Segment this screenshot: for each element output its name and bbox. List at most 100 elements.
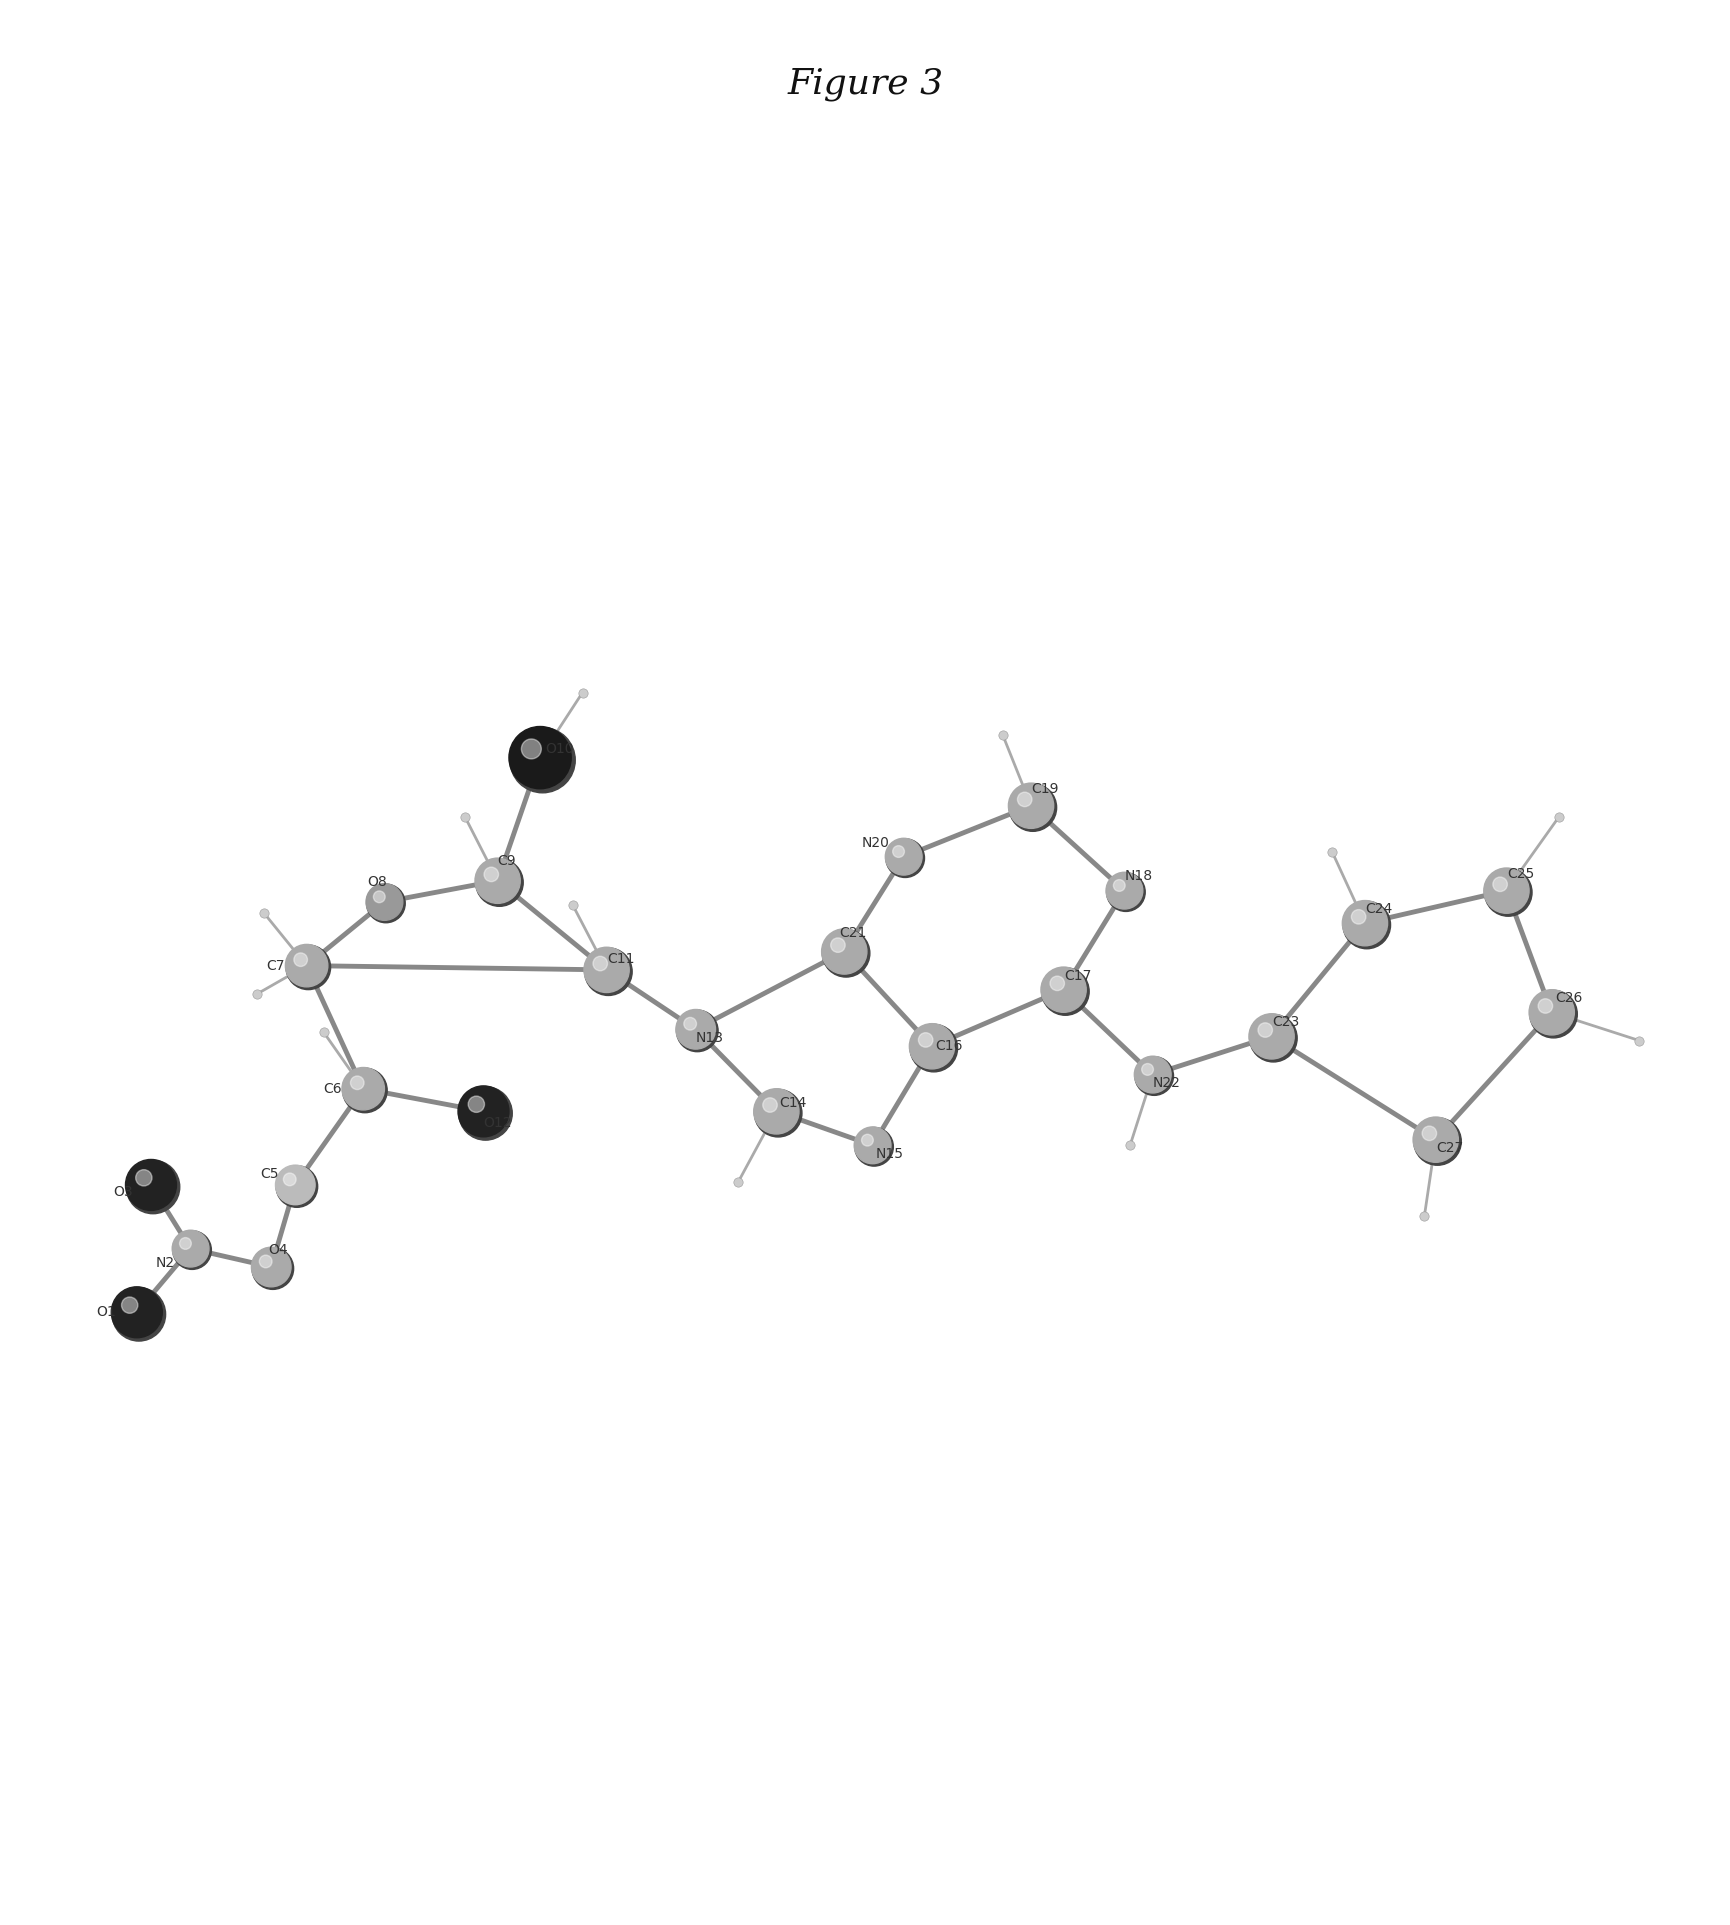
- Text: C24: C24: [1365, 903, 1393, 916]
- Circle shape: [1483, 868, 1528, 912]
- Circle shape: [365, 884, 403, 920]
- Circle shape: [822, 930, 870, 978]
- Circle shape: [294, 953, 308, 966]
- Circle shape: [1528, 989, 1574, 1036]
- Text: N18: N18: [1124, 870, 1152, 884]
- Circle shape: [1341, 901, 1387, 945]
- Circle shape: [676, 1011, 718, 1051]
- Circle shape: [126, 1161, 180, 1215]
- Circle shape: [1017, 793, 1031, 807]
- Circle shape: [275, 1165, 315, 1205]
- Circle shape: [1258, 1022, 1272, 1038]
- Text: N22: N22: [1152, 1076, 1180, 1090]
- Text: O3: O3: [112, 1186, 133, 1199]
- Point: [1116, 1130, 1144, 1161]
- Circle shape: [1142, 1063, 1152, 1076]
- Point: [1318, 837, 1346, 868]
- Circle shape: [593, 957, 607, 970]
- Circle shape: [458, 1086, 509, 1138]
- Circle shape: [509, 726, 571, 789]
- Circle shape: [260, 1255, 272, 1269]
- Circle shape: [1412, 1116, 1457, 1163]
- Text: C23: C23: [1272, 1014, 1299, 1030]
- Circle shape: [374, 891, 386, 903]
- Text: O12: O12: [483, 1116, 512, 1130]
- Text: C9: C9: [497, 855, 516, 868]
- Circle shape: [1133, 1057, 1171, 1093]
- Text: C25: C25: [1507, 866, 1533, 880]
- Circle shape: [173, 1230, 211, 1269]
- Circle shape: [121, 1297, 138, 1313]
- Text: Figure 3: Figure 3: [787, 67, 943, 102]
- Text: O1: O1: [95, 1305, 116, 1319]
- Circle shape: [893, 845, 903, 857]
- Point: [723, 1167, 751, 1197]
- Circle shape: [585, 947, 631, 995]
- Circle shape: [474, 859, 521, 903]
- Point: [310, 1016, 337, 1047]
- Text: C27: C27: [1436, 1142, 1462, 1155]
- Text: O10: O10: [545, 743, 574, 757]
- Point: [1410, 1201, 1438, 1232]
- Point: [559, 889, 586, 920]
- Text: N20: N20: [862, 835, 889, 849]
- Circle shape: [275, 1167, 318, 1207]
- Circle shape: [855, 1128, 893, 1167]
- Point: [251, 897, 279, 928]
- Circle shape: [853, 1126, 891, 1165]
- Point: [569, 678, 597, 708]
- Circle shape: [521, 739, 541, 758]
- Circle shape: [484, 866, 498, 882]
- Text: C7: C7: [266, 959, 284, 972]
- Circle shape: [467, 1095, 484, 1113]
- Circle shape: [754, 1090, 801, 1138]
- Circle shape: [675, 1009, 714, 1049]
- Circle shape: [1135, 1057, 1173, 1095]
- Point: [1624, 1026, 1652, 1057]
- Circle shape: [284, 1172, 296, 1186]
- Circle shape: [919, 1032, 932, 1047]
- Circle shape: [476, 859, 522, 907]
- Circle shape: [583, 947, 628, 993]
- Text: N2: N2: [156, 1255, 175, 1271]
- Circle shape: [1413, 1118, 1460, 1165]
- Circle shape: [822, 930, 867, 974]
- Text: O8: O8: [367, 876, 388, 889]
- Circle shape: [1112, 880, 1124, 891]
- Circle shape: [683, 1018, 695, 1030]
- Circle shape: [1529, 989, 1576, 1038]
- Text: C17: C17: [1064, 968, 1092, 982]
- Text: C14: C14: [778, 1095, 806, 1111]
- Circle shape: [343, 1068, 384, 1111]
- Circle shape: [1105, 872, 1145, 911]
- Circle shape: [253, 1247, 294, 1290]
- Circle shape: [1249, 1014, 1294, 1059]
- Point: [1545, 801, 1573, 832]
- Text: N15: N15: [875, 1147, 903, 1161]
- Circle shape: [180, 1238, 192, 1249]
- Circle shape: [367, 884, 405, 922]
- Circle shape: [1342, 901, 1389, 949]
- Circle shape: [343, 1068, 388, 1113]
- Circle shape: [910, 1024, 957, 1072]
- Point: [452, 801, 479, 832]
- Text: C21: C21: [839, 926, 867, 939]
- Text: C19: C19: [1031, 782, 1059, 795]
- Circle shape: [510, 728, 574, 793]
- Text: C11: C11: [607, 951, 635, 966]
- Circle shape: [1041, 968, 1088, 1014]
- Circle shape: [1040, 966, 1086, 1013]
- Circle shape: [1249, 1014, 1296, 1063]
- Circle shape: [1484, 868, 1531, 916]
- Circle shape: [1050, 976, 1064, 991]
- Circle shape: [285, 945, 327, 988]
- Circle shape: [1351, 911, 1365, 924]
- Circle shape: [349, 1076, 363, 1090]
- Circle shape: [251, 1247, 291, 1286]
- Circle shape: [884, 837, 922, 876]
- Circle shape: [285, 945, 330, 989]
- Circle shape: [112, 1288, 166, 1342]
- Circle shape: [1538, 999, 1552, 1013]
- Circle shape: [111, 1286, 163, 1338]
- Circle shape: [1422, 1126, 1436, 1142]
